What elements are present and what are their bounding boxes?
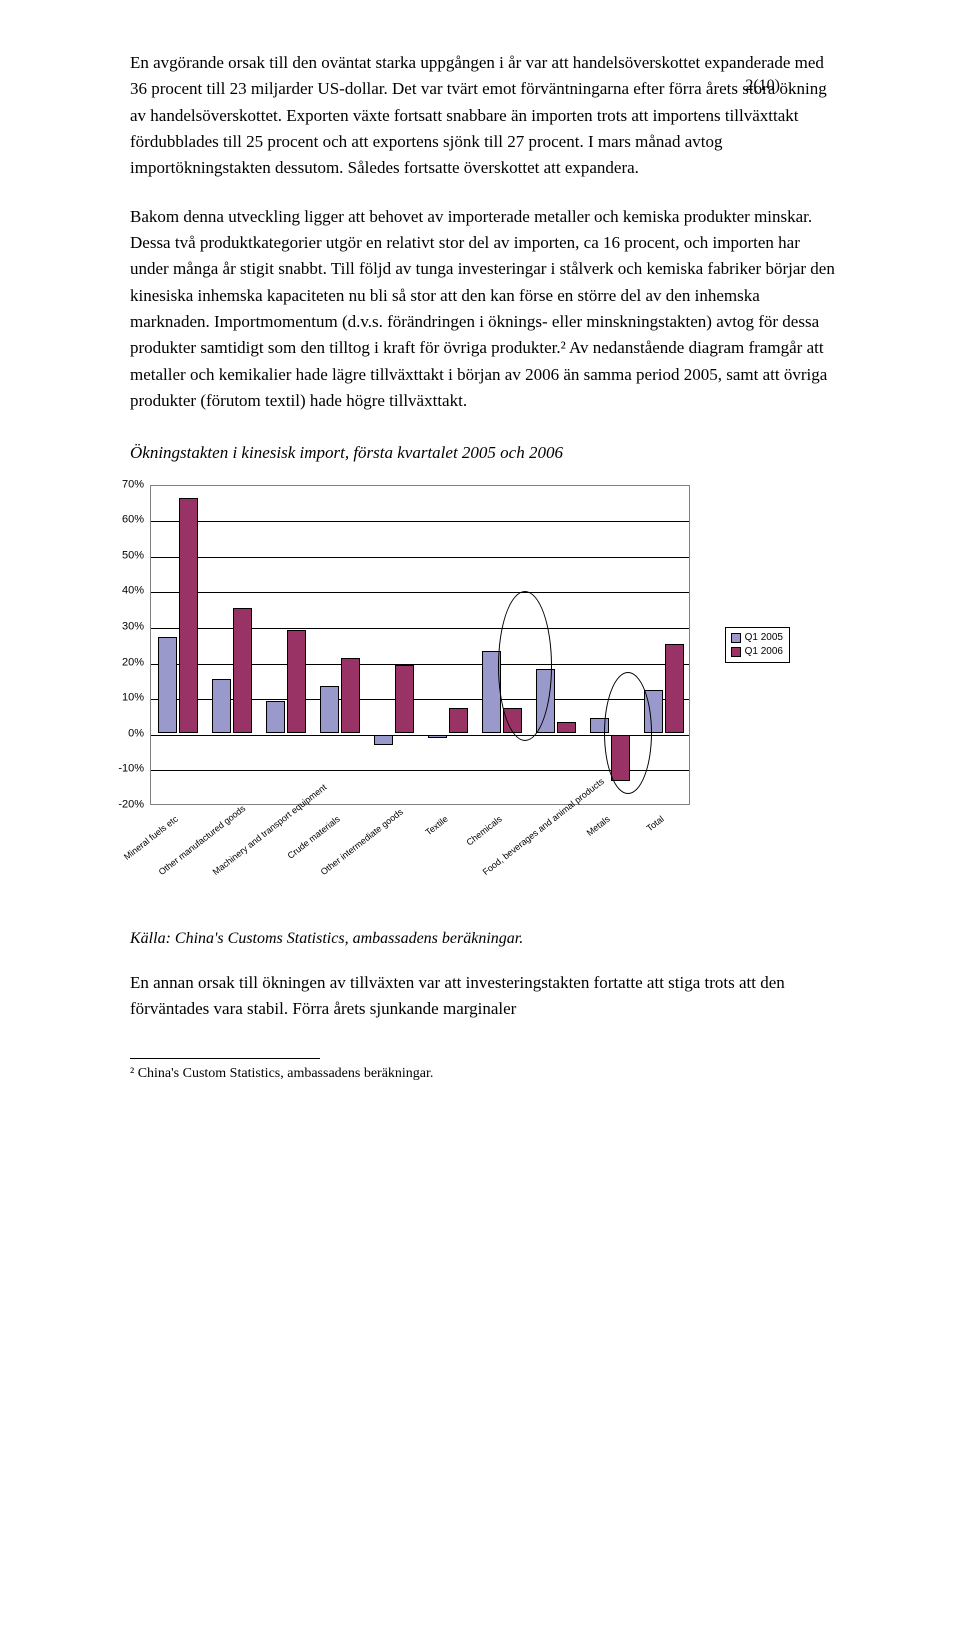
y-tick-label: 10% [100, 690, 144, 707]
annotation-oval-metals [604, 672, 652, 794]
y-tick-label: -10% [100, 761, 144, 778]
y-tick-label: 0% [100, 725, 144, 742]
gridline [151, 592, 689, 593]
bar-Q12006-9 [665, 644, 684, 733]
y-tick-label: 60% [100, 512, 144, 529]
y-tick-label: 40% [100, 583, 144, 600]
y-tick-label: 20% [100, 654, 144, 671]
bar-Q12005-3 [320, 686, 339, 732]
bar-Q12005-5 [428, 735, 447, 739]
bar-Q12006-0 [179, 498, 198, 733]
gridline [151, 557, 689, 558]
chart-source: Källa: China's Customs Statistics, ambas… [130, 927, 840, 952]
paragraph-1: En avgörande orsak till den oväntat star… [130, 50, 840, 182]
legend-label: Q1 2006 [745, 644, 783, 660]
bar-Q12005-0 [158, 637, 177, 733]
bar-Q12005-2 [266, 701, 285, 733]
footnote-rule [130, 1058, 320, 1059]
legend-swatch [731, 633, 741, 643]
bar-Q12006-2 [287, 630, 306, 733]
legend: Q1 2005Q1 2006 [725, 627, 790, 663]
paragraph-3: En annan orsak till ökningen av tillväxt… [130, 970, 840, 1023]
page-number: 2(10) [745, 74, 780, 99]
bar-Q12006-5 [449, 708, 468, 733]
legend-item: Q1 2006 [731, 645, 783, 659]
footnote-text: ² China's Custom Statistics, ambassadens… [130, 1063, 840, 1085]
legend-item: Q1 2005 [731, 631, 783, 645]
y-tick-label: 50% [100, 547, 144, 564]
bar-Q12006-3 [341, 658, 360, 733]
annotation-oval-chemicals [498, 591, 552, 741]
chart-title: Ökningstakten i kinesisk import, första … [130, 440, 840, 466]
gridline [151, 664, 689, 665]
bar-Q12006-7 [557, 722, 576, 733]
gridline [151, 521, 689, 522]
bar-Q12006-1 [233, 608, 252, 732]
y-tick-label: 70% [100, 476, 144, 493]
bar-Q12005-4 [374, 735, 393, 746]
paragraph-2: Bakom denna utveckling ligger att behove… [130, 204, 840, 415]
bar-Q12005-1 [212, 679, 231, 732]
bar-Q12006-4 [395, 665, 414, 733]
legend-swatch [731, 647, 741, 657]
y-tick-label: 30% [100, 619, 144, 636]
import-growth-chart: Q1 2005Q1 2006 -20% -10% 0% 10% 20% 30% 40% 50%… [100, 477, 800, 917]
gridline [151, 628, 689, 629]
y-tick-label: -20% [100, 796, 144, 813]
